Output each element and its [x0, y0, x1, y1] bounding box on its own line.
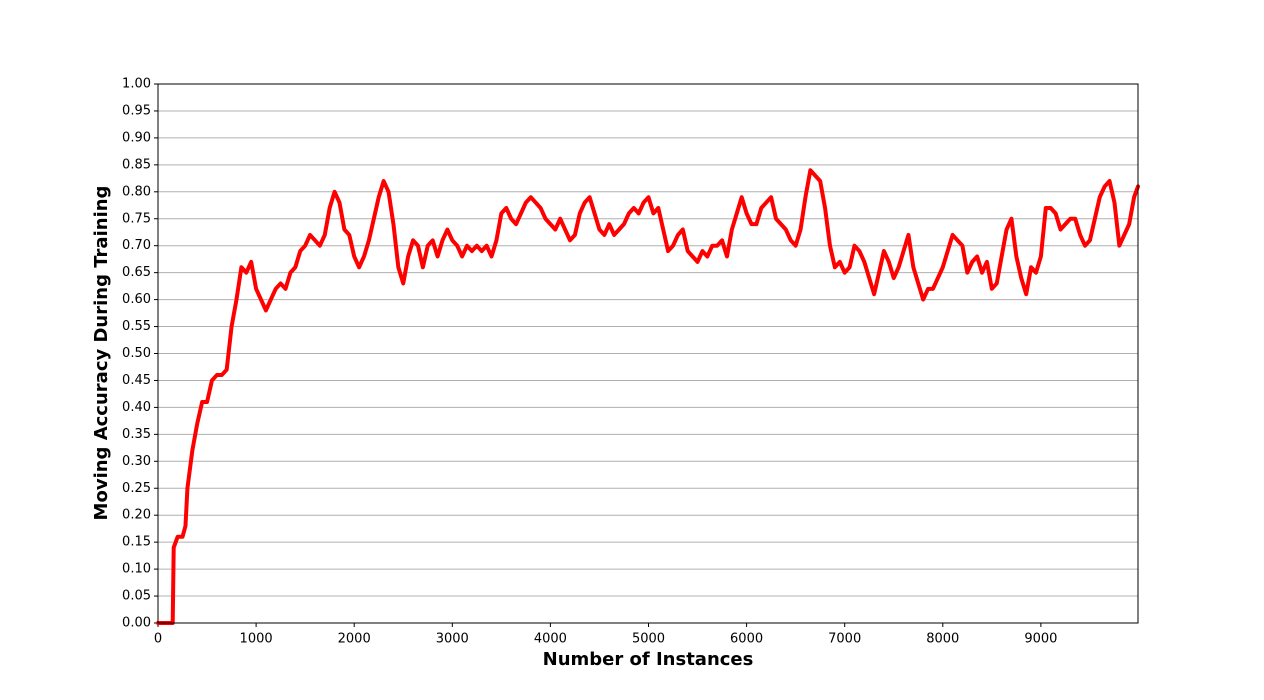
y-tick-label: 0.50	[122, 346, 151, 361]
x-tick-label: 1000	[240, 632, 273, 647]
y-axis-title: Moving Accuracy During Training	[91, 186, 112, 521]
x-tick-label: 7000	[828, 632, 861, 647]
x-tick-label: 3000	[436, 632, 469, 647]
y-tick-label: 0.20	[122, 508, 151, 523]
y-tick-label: 0.65	[122, 265, 151, 280]
y-tick-label: 0.40	[122, 400, 151, 415]
data-line	[156, 168, 1140, 625]
x-tick-label: 2000	[338, 632, 371, 647]
y-tick-label: 0.10	[122, 562, 151, 577]
y-tick-label: 0.95	[122, 103, 151, 118]
y-tick-label: 0.00	[122, 616, 151, 631]
y-tick-label: 0.15	[122, 535, 151, 550]
x-tick-label: 6000	[730, 632, 763, 647]
y-tick-label: 0.45	[122, 373, 151, 388]
y-tick-label: 0.25	[122, 481, 151, 496]
y-tick-label: 0.70	[122, 238, 151, 253]
x-tick-label: 5000	[632, 632, 665, 647]
y-tick-label: 0.85	[122, 157, 151, 172]
y-tick-label: 0.55	[122, 319, 151, 334]
y-tick-label: 0.35	[122, 427, 151, 442]
y-tick-label: 0.60	[122, 292, 151, 307]
y-tick-label: 0.80	[122, 184, 151, 199]
x-tick-label: 8000	[926, 632, 959, 647]
x-tick-label: 9000	[1024, 632, 1057, 647]
x-tick-label: 0	[154, 632, 162, 647]
y-tick-label: 0.90	[122, 130, 151, 145]
y-tick-label: 1.00	[122, 77, 151, 92]
x-tick-label: 4000	[534, 632, 567, 647]
y-tick-label: 0.75	[122, 211, 151, 226]
y-tick-label: 0.30	[122, 454, 151, 469]
plot-frame	[157, 83, 1139, 624]
x-axis-title: Number of Instances	[543, 649, 754, 670]
y-tick-label: 0.05	[122, 589, 151, 604]
